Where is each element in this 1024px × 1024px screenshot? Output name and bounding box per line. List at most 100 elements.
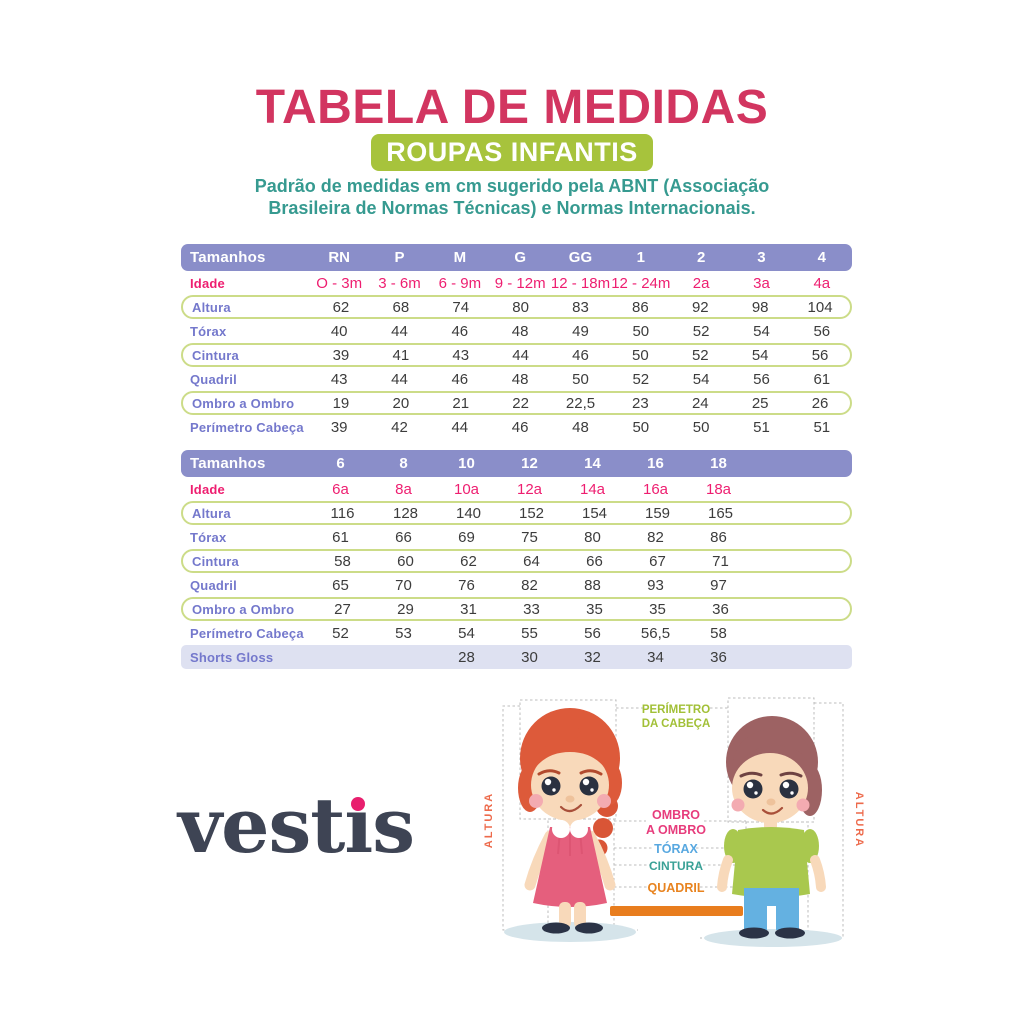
brand-logo: vestı s — [178, 788, 415, 864]
hip-label: QUADRIL — [648, 881, 705, 895]
table-cell: 83 — [572, 298, 589, 316]
table-cell: 34 — [647, 648, 664, 666]
size-column-header: 6 — [336, 455, 345, 472]
size-column-header: 18 — [710, 455, 727, 472]
table-cell: 35 — [586, 600, 603, 618]
row-label: Idade — [190, 481, 225, 497]
table-cell: 55 — [521, 624, 538, 642]
table-cell: 152 — [518, 504, 545, 522]
table-cell: 14a — [579, 480, 606, 498]
table-cell: 30 — [521, 648, 538, 666]
table-cell: 71 — [712, 552, 729, 570]
table-header-row: Tamanhos RN P M G GG 1 2 3 4 — [181, 244, 852, 271]
table-cell: 9 - 12m — [494, 274, 546, 292]
description-line-2: Brasileira de Normas Técnicas) e Normas … — [268, 198, 756, 218]
table-cell: 82 — [521, 576, 538, 594]
table-cell: 116 — [330, 504, 355, 522]
subtitle-badge: ROUPAS INFANTIS — [371, 134, 653, 171]
table-cell: 93 — [647, 576, 664, 594]
table-cell: 104 — [807, 298, 833, 316]
size-column-header: P — [394, 249, 405, 266]
table-row: Quadril 65 70 76 82 88 93 97 — [181, 573, 852, 597]
table-cell: 6a — [332, 480, 349, 498]
table-cell: 22 — [512, 394, 529, 412]
table-cell: 62 — [332, 298, 350, 316]
table-cell: 44 — [512, 346, 529, 364]
size-column-header: RN — [328, 249, 350, 266]
table-cell: 25 — [751, 394, 769, 412]
table-cell: 56 — [811, 346, 829, 364]
waist-label: CINTURA — [649, 859, 703, 873]
height-label-left: ALTURA — [483, 792, 495, 848]
table-cell: 27 — [334, 600, 351, 618]
table-cell: 54 — [753, 322, 770, 340]
description: Padrão de medidas em cm sugerido pela AB… — [0, 175, 1024, 219]
table-header-row: Tamanhos 6 8 10 12 14 16 18 — [181, 450, 852, 477]
table-cell: 70 — [395, 576, 412, 594]
table-cell: 46 — [511, 418, 529, 436]
table-cell: 48 — [511, 322, 529, 340]
table-cell: 28 — [458, 648, 475, 666]
table-cell: 92 — [691, 298, 709, 316]
table-cell: 58 — [334, 552, 351, 570]
row-label: Cintura — [192, 347, 239, 363]
table-cell: 36 — [712, 600, 729, 618]
table-cell: 16a — [642, 480, 669, 498]
table-cell: 98 — [751, 298, 769, 316]
table-cell: 52 — [691, 346, 709, 364]
table-cell: 140 — [455, 504, 482, 522]
table-cell: 31 — [460, 600, 477, 618]
table-cell: 48 — [511, 370, 529, 388]
table-cell: 56 — [813, 322, 831, 340]
table-cell: 76 — [458, 576, 475, 594]
hip-measure-bar — [610, 906, 743, 916]
size-column-header: G — [514, 249, 526, 266]
head-perimeter-label-line2: DA CABEÇA — [642, 718, 711, 730]
table-row: Cintura 39 41 43 44 46 50 52 54 56 — [181, 343, 852, 367]
table-cell: 62 — [460, 552, 477, 570]
table-cell: 3 - 6m — [378, 274, 421, 292]
table-cell: 52 — [692, 322, 710, 340]
table-cell: 35 — [649, 600, 666, 618]
table-cell: 61 — [332, 528, 349, 546]
size-column-header: M — [453, 249, 467, 266]
table-row: Shorts Gloss 28 30 32 34 36 — [181, 645, 852, 669]
table-row: Idade O - 3m 3 - 6m 6 - 9m 9 - 12m 12 - 18m 12… — [181, 271, 852, 295]
table-cell: 154 — [581, 504, 608, 522]
table-cell: 97 — [710, 576, 727, 594]
table-cell: 41 — [392, 346, 410, 364]
table-row: Perímetro Cabeça 52 53 54 55 56 56,5 58 — [181, 621, 852, 645]
table-cell: 29 — [397, 600, 414, 618]
table-header-label: Tamanhos — [190, 249, 266, 266]
table-cell: 44 — [391, 322, 408, 340]
table-cell: 26 — [811, 394, 829, 412]
table-cell: 8a — [395, 480, 412, 498]
table-cell: 6 - 9m — [438, 274, 482, 292]
row-label: Shorts Gloss — [190, 649, 274, 665]
row-label: Perímetro Cabeça — [190, 419, 304, 435]
table-cell: 65 — [332, 576, 349, 594]
table-cell: 52 — [632, 370, 650, 388]
table-row: Cintura 58 60 62 64 66 67 71 — [181, 549, 852, 573]
table-cell: 23 — [632, 394, 649, 412]
row-label: Altura — [192, 505, 231, 521]
measurement-illustration-svg: PERÍMETRO DA CABEÇA OMBRO A OMBRO TÓRAX … — [483, 697, 865, 947]
size-column-header: 3 — [757, 249, 766, 266]
size-column-header: 1 — [636, 249, 645, 266]
table-cell: 20 — [392, 394, 410, 412]
logo-i-dot — [351, 797, 366, 811]
table-cell: 88 — [584, 576, 601, 594]
table-cell: 50 — [632, 346, 649, 364]
height-label-right: ALTURA — [853, 792, 865, 848]
table-row: Perímetro Cabeça 39 42 44 46 48 50 50 51 51 — [181, 415, 852, 439]
row-label: Quadril — [190, 371, 237, 387]
table-cell: 66 — [586, 552, 603, 570]
size-column-header: 4 — [817, 249, 826, 266]
table-cell: 54 — [692, 370, 710, 388]
table-cell: 10a — [453, 480, 480, 498]
table-row: Quadril 43 44 46 48 50 52 54 56 61 — [181, 367, 852, 391]
table-cell: 49 — [572, 322, 589, 340]
table-cell: 43 — [452, 346, 470, 364]
table-cell: 51 — [813, 418, 831, 436]
table-cell: 50 — [632, 418, 650, 436]
